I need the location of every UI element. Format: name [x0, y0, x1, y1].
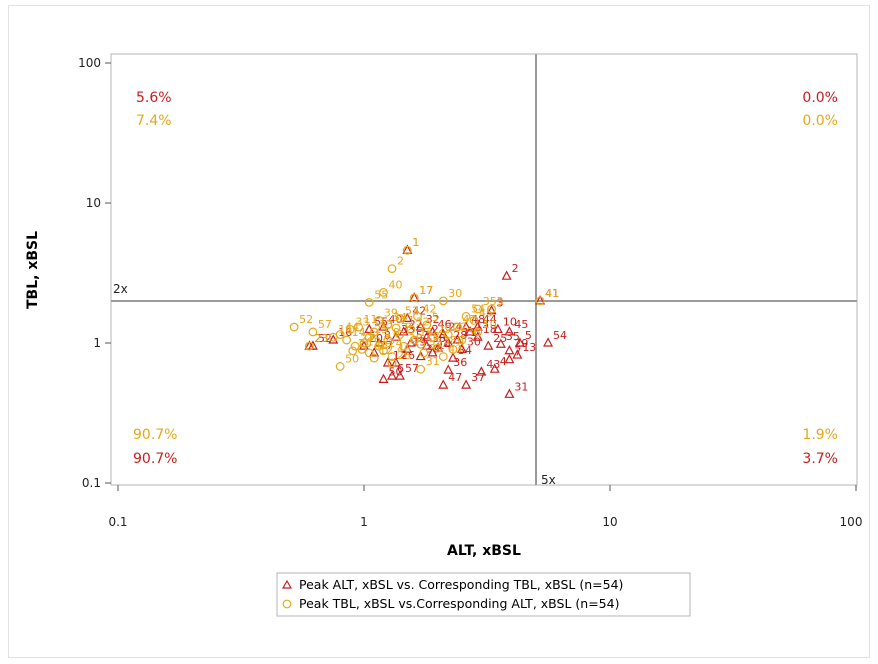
circle-point-label: 57 [318, 318, 332, 331]
circle-point-label: 29 [438, 323, 452, 336]
quadrant-lower-right-triangle-pct: 3.7% [802, 451, 838, 467]
y-tick-label: 10 [86, 196, 101, 210]
legend: Peak ALT, xBSL vs. Corresponding TBL, xB… [277, 573, 690, 616]
circle-point-label: 42 [423, 302, 437, 315]
triangle-point-label: 37 [471, 371, 485, 384]
circle-point-label: 25 [374, 323, 388, 336]
triangle-point-label: 4 [500, 355, 507, 368]
quadrant-lower-left-triangle-pct: 90.7% [133, 451, 177, 467]
triangle-point-label: 54 [553, 329, 567, 342]
circle-point-label: 55 [374, 288, 388, 301]
y-tick-label: 100 [78, 56, 101, 70]
circle-point-label: 1 [412, 236, 419, 249]
circle-point-label: 30 [448, 287, 462, 300]
plot-area [111, 54, 857, 485]
reference-label-5x: 5x [541, 473, 556, 487]
y-tick-label: 1 [93, 336, 101, 350]
quadrant-lower-left-circle-pct: 90.7% [133, 427, 177, 443]
circle-point-label: 43 [448, 343, 462, 356]
circle-point-label: 54 [471, 302, 485, 315]
triangle-point-label: 10 [503, 315, 517, 328]
legend-entry-triangle: Peak ALT, xBSL vs. Corresponding TBL, xB… [299, 577, 623, 592]
reference-label-2x: 2x [113, 282, 128, 296]
circle-point-label: 23 [314, 332, 328, 345]
x-axis: 0.1 1 10 100 [108, 485, 862, 529]
circle-point-label: 17 [419, 284, 433, 297]
circle-point-label: 48 [374, 339, 388, 352]
quadrant-upper-right-circle-pct: 0.0% [802, 113, 838, 129]
circle-point-label: 46 [397, 343, 411, 356]
circle-point-label: 40 [388, 278, 402, 291]
legend-entry-circle: Peak TBL, xBSL vs.Corresponding ALT, xBS… [299, 596, 619, 611]
circle-point-label: 31 [426, 355, 440, 368]
scatter-chart: 100 10 1 0.1 0.1 1 10 100 ALT, xBSL TBL,… [9, 6, 869, 657]
x-tick-label: 0.1 [108, 515, 127, 529]
chart-frame: 100 10 1 0.1 0.1 1 10 100 ALT, xBSL TBL,… [8, 5, 870, 658]
triangle-point-label: 7 [514, 346, 521, 359]
quadrant-upper-left-circle-pct: 7.4% [136, 113, 172, 129]
triangle-point-label: 35 [506, 330, 520, 343]
triangle-point-label: 2 [512, 262, 519, 275]
circle-point-label: 2 [397, 255, 404, 268]
circle-point-label: 3 [497, 295, 504, 308]
x-tick-label: 100 [840, 515, 863, 529]
circle-point-label: 41 [545, 287, 559, 300]
x-axis-title: ALT, xBSL [447, 543, 521, 559]
circle-point-label: 50 [345, 352, 359, 365]
circle-point-label: 37 [429, 339, 443, 352]
circle-point-label: 36 [467, 326, 481, 339]
quadrant-upper-right-triangle-pct: 0.0% [802, 90, 838, 106]
circle-point-label: 32 [416, 315, 430, 328]
circle-point-label: 44 [345, 321, 359, 334]
quadrant-upper-left-triangle-pct: 5.6% [136, 90, 172, 106]
y-axis-title: TBL, xBSL [25, 231, 41, 309]
quadrant-lower-right-circle-pct: 1.9% [802, 427, 838, 443]
circle-point-label: 10 [483, 318, 497, 331]
triangle-point-label: 50 [388, 365, 402, 378]
triangle-point-label: 43 [486, 358, 500, 371]
x-tick-label: 10 [602, 515, 617, 529]
y-axis: 100 10 1 0.1 [78, 56, 111, 490]
circle-point-label: 53 [405, 304, 419, 317]
circle-point-label: 52 [299, 313, 313, 326]
x-tick-label: 1 [360, 515, 368, 529]
circle-point-label: 27 [360, 332, 374, 345]
y-tick-label: 0.1 [82, 476, 101, 490]
triangle-point-label: 31 [514, 380, 528, 393]
